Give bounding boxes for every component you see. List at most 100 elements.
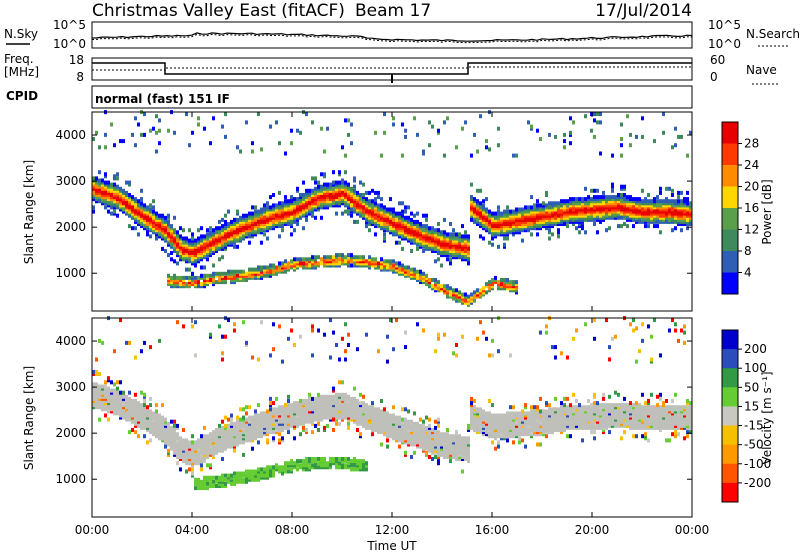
range-cell (383, 430, 386, 435)
range-cell (278, 407, 281, 412)
range-cell (329, 255, 332, 260)
range-cell (545, 203, 548, 208)
range-cell (206, 475, 209, 480)
range-cell (245, 340, 248, 345)
range-cell (593, 217, 596, 222)
range-cell (92, 399, 95, 403)
range-cell (92, 186, 95, 191)
range-cell (314, 215, 317, 220)
range-cell (290, 409, 293, 414)
range-cell (116, 396, 119, 401)
range-cell (224, 240, 227, 245)
range-cell (476, 209, 479, 214)
range-cell (644, 201, 647, 206)
range-cell (674, 203, 677, 208)
range-cell (497, 244, 500, 249)
range-cell (302, 226, 305, 231)
range-cell (200, 275, 203, 280)
range-cell (338, 193, 341, 197)
range-cell (311, 430, 314, 435)
range-cell (182, 238, 185, 243)
range-cell (119, 186, 122, 191)
range-cell (236, 423, 239, 428)
range-cell (524, 215, 527, 220)
range-cell (128, 195, 131, 200)
range-cell (272, 193, 275, 197)
range-cell (425, 230, 428, 235)
range-cell (242, 217, 245, 222)
range-cell (362, 421, 365, 426)
range-cell (146, 423, 149, 428)
range-cell (632, 207, 635, 212)
range-cell (284, 463, 287, 468)
range-cell (641, 209, 644, 214)
range-cell (446, 286, 449, 291)
range-cell (350, 415, 353, 420)
range-cell (122, 392, 125, 397)
range-cell (209, 236, 212, 241)
range-cell (539, 207, 542, 212)
range-cell (263, 215, 266, 220)
range-cell (536, 232, 539, 237)
range-cell (335, 409, 338, 414)
range-cell (218, 477, 221, 482)
range-cell (152, 430, 155, 435)
range-cell (320, 415, 323, 420)
range-cell (461, 300, 464, 305)
range-cell (443, 249, 446, 253)
range-cell (500, 222, 503, 226)
range-cell (683, 203, 686, 208)
range-cell (359, 209, 362, 214)
range-cell (185, 459, 188, 464)
range-cell (122, 195, 125, 200)
range-cell (539, 226, 542, 231)
range-cell (224, 481, 227, 486)
range-cell (221, 438, 224, 443)
range-cell (353, 401, 356, 406)
range-cell (170, 275, 173, 280)
range-cell (620, 143, 623, 148)
range-cell (143, 409, 146, 414)
range-cell (368, 407, 371, 412)
range-cell (176, 278, 179, 282)
range-cell (458, 236, 461, 241)
cpid-panel: CPID normal (fast) 151 IF (6, 85, 693, 109)
range-cell (167, 452, 170, 457)
range-cell (389, 259, 392, 264)
range-cell (149, 217, 152, 222)
range-cell (254, 232, 257, 237)
range-cell (125, 405, 128, 410)
range-cell (245, 232, 248, 237)
range-cell (368, 255, 371, 260)
range-cell (473, 290, 476, 295)
range-cell (152, 199, 155, 204)
range-cell (356, 203, 359, 208)
range-cell (689, 130, 692, 135)
range-cell (290, 232, 293, 237)
range-cell (296, 413, 299, 418)
range-cell (167, 219, 170, 224)
range-cell (542, 224, 545, 229)
range-cell (347, 409, 350, 414)
range-cell (239, 222, 242, 226)
range-cell (452, 296, 455, 301)
range-cell (317, 399, 320, 403)
range-cell (443, 230, 446, 235)
range-cell (95, 390, 98, 395)
range-cell (644, 217, 647, 222)
range-cell (605, 213, 608, 218)
range-cell (152, 224, 155, 229)
range-cell (284, 203, 287, 208)
range-cell (338, 396, 341, 401)
range-cell (650, 207, 653, 212)
range-cell (101, 178, 104, 183)
range-cell (635, 203, 638, 208)
range-cell (245, 477, 248, 482)
range-cell (263, 419, 266, 424)
range-cell (179, 246, 182, 251)
range-cell (293, 207, 296, 212)
range-cell (656, 217, 659, 222)
range-cell (296, 409, 299, 414)
range-cell (413, 240, 416, 245)
range-cell (320, 396, 323, 401)
